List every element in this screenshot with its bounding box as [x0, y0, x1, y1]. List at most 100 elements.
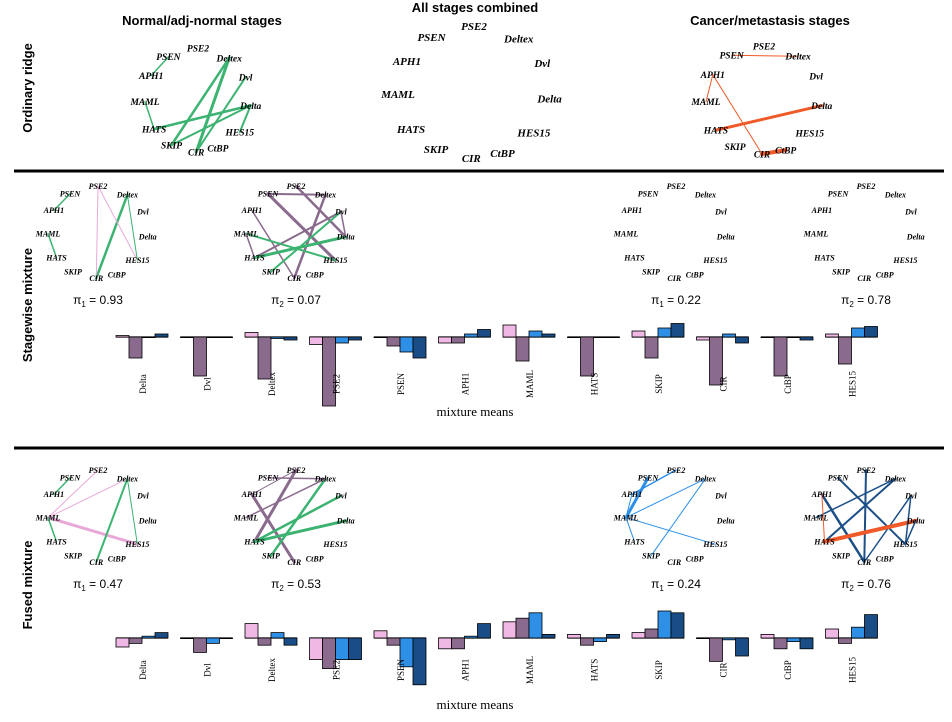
- bar-aph1-4: [477, 329, 491, 338]
- edge-delta-hes15: [904, 520, 917, 546]
- bar-dvl-1: [180, 336, 194, 339]
- bar-deltex-4: [283, 336, 298, 341]
- mixture-weight: π1 = 0.47: [73, 577, 123, 593]
- node-cir: CIR: [462, 153, 481, 165]
- node-hats: HATS: [623, 254, 645, 263]
- bar-cir-3: [722, 333, 736, 338]
- node-cir: CIR: [287, 274, 301, 283]
- node-aph1: APH1: [700, 71, 725, 81]
- node-hats: HATS: [141, 125, 166, 135]
- node-aph1: APH1: [43, 490, 64, 499]
- node-hes15: HES15: [892, 256, 917, 265]
- bar-psen-4: [412, 336, 427, 359]
- bar-ctbp-1: [760, 634, 775, 639]
- node-delta: Delta: [336, 517, 355, 526]
- edge-psen-deltex: [267, 477, 327, 480]
- edge-hats-delta: [822, 518, 918, 544]
- bar-pse2-3: [335, 637, 349, 661]
- network-fused-normal-2: PSE2 Deltex Dvl Delta HES15 CtBP CIR SKIP HATS MA…: [233, 466, 355, 593]
- bar-label-maml: MAML: [525, 656, 535, 684]
- bar-dvl-2: [193, 336, 207, 377]
- node-aph1: APH1: [241, 490, 262, 499]
- bar-label-skip: SKIP: [654, 374, 664, 394]
- edge-maml-hes15: [625, 517, 716, 545]
- node-cir: CIR: [754, 150, 770, 160]
- edge-pse2-hats: [253, 468, 298, 544]
- edge-psen-aph1: [53, 477, 71, 496]
- bar-psen-1: [373, 630, 388, 639]
- edge-psen-hes15: [837, 476, 907, 546]
- bar-skip-1: [631, 330, 646, 338]
- node-delta: Delta: [810, 102, 832, 112]
- edge-deltex-hes15: [126, 194, 138, 261]
- node-maml: MAML: [233, 229, 259, 238]
- node-deltex: Deltex: [116, 475, 138, 484]
- bar-pse2-4: [348, 336, 362, 341]
- bar-psen-2: [386, 637, 401, 646]
- bar-ctbp-1: [760, 336, 775, 339]
- bar-aph1-2: [451, 336, 465, 344]
- bar-aph1-4: [477, 623, 491, 639]
- node-cir: CIR: [667, 274, 681, 283]
- node-cir: CIR: [287, 558, 301, 567]
- node-ctbp: CtBP: [207, 145, 228, 155]
- bar-psen-3: [399, 336, 414, 353]
- bar-maml-1: [502, 324, 517, 338]
- node-hats: HATS: [396, 124, 425, 136]
- node-delta: Delta: [239, 102, 261, 112]
- node-deltex: Deltex: [694, 191, 716, 200]
- node-maml: MAML: [233, 513, 259, 522]
- node-pse2: PSE2: [857, 182, 876, 191]
- bar-deltex-2: [257, 336, 272, 380]
- bar-label-dvl: Dvl: [203, 663, 213, 677]
- node-deltex: Deltex: [314, 191, 336, 200]
- bar-dvl-3: [206, 637, 220, 644]
- node-deltex: Deltex: [884, 191, 906, 200]
- node-hats: HATS: [45, 538, 67, 547]
- node-hes15: HES15: [516, 128, 551, 140]
- bar-delta-3: [141, 336, 156, 339]
- bars-stagewise: Delta Dvl Deltex PSE2 PSEN APH1 MAML HATS SKIP CI…: [115, 323, 878, 407]
- node-ctbp: CtBP: [108, 555, 126, 564]
- edge-pse2-hes15: [97, 185, 138, 261]
- node-maml: MAML: [613, 513, 639, 522]
- node-dvl: Dvl: [714, 208, 727, 217]
- node-cir: CIR: [188, 148, 204, 158]
- edge-delta-hats: [253, 519, 348, 544]
- bar-ctbp-2: [773, 637, 788, 650]
- edge-deltex-hes15: [126, 478, 138, 545]
- edge-maml-psen: [624, 476, 650, 520]
- mixture-weight: π2 = 0.07: [271, 293, 321, 309]
- bar-hes15-4: [864, 326, 878, 338]
- node-pse2: PSE2: [667, 466, 686, 475]
- edge-aph1-pse2: [251, 469, 297, 495]
- node-skip: SKIP: [262, 552, 280, 561]
- bar-delta-1: [115, 335, 130, 338]
- bar-deltex-2: [257, 637, 272, 646]
- bar-hats-1: [567, 336, 581, 339]
- node-skip: SKIP: [424, 144, 449, 156]
- bar-hes15-1: [825, 333, 839, 338]
- bar-aph1-3: [464, 635, 478, 639]
- edge-aph1-cir: [820, 493, 866, 564]
- bar-cir-1: [696, 336, 710, 341]
- bar-maml-4: [541, 333, 556, 338]
- edge-psen-aph1: [150, 56, 170, 77]
- node-hats: HATS: [45, 254, 67, 263]
- bar-skip-2: [644, 336, 659, 359]
- bar-maml-2: [515, 617, 530, 639]
- node-hes15: HES15: [124, 256, 149, 265]
- edge-aph1-hats: [821, 493, 825, 543]
- bar-skip-3: [657, 610, 672, 639]
- node-deltex: Deltex: [116, 191, 138, 200]
- bar-maml-2: [515, 336, 530, 362]
- mixture-weight: π1 = 0.24: [651, 577, 701, 593]
- network-stagewise-normal-1: PSE2 Deltex Dvl Delta HES15 CtBP CIR SKIP HATS MA…: [35, 182, 157, 309]
- edge-maml-deltex: [815, 478, 897, 519]
- bar-label-cir: CIR: [719, 662, 729, 677]
- bar-maml-3: [528, 330, 543, 338]
- bar-deltex-1: [244, 623, 259, 639]
- node-pse2: PSE2: [187, 44, 209, 54]
- bar-maml-3: [528, 612, 543, 639]
